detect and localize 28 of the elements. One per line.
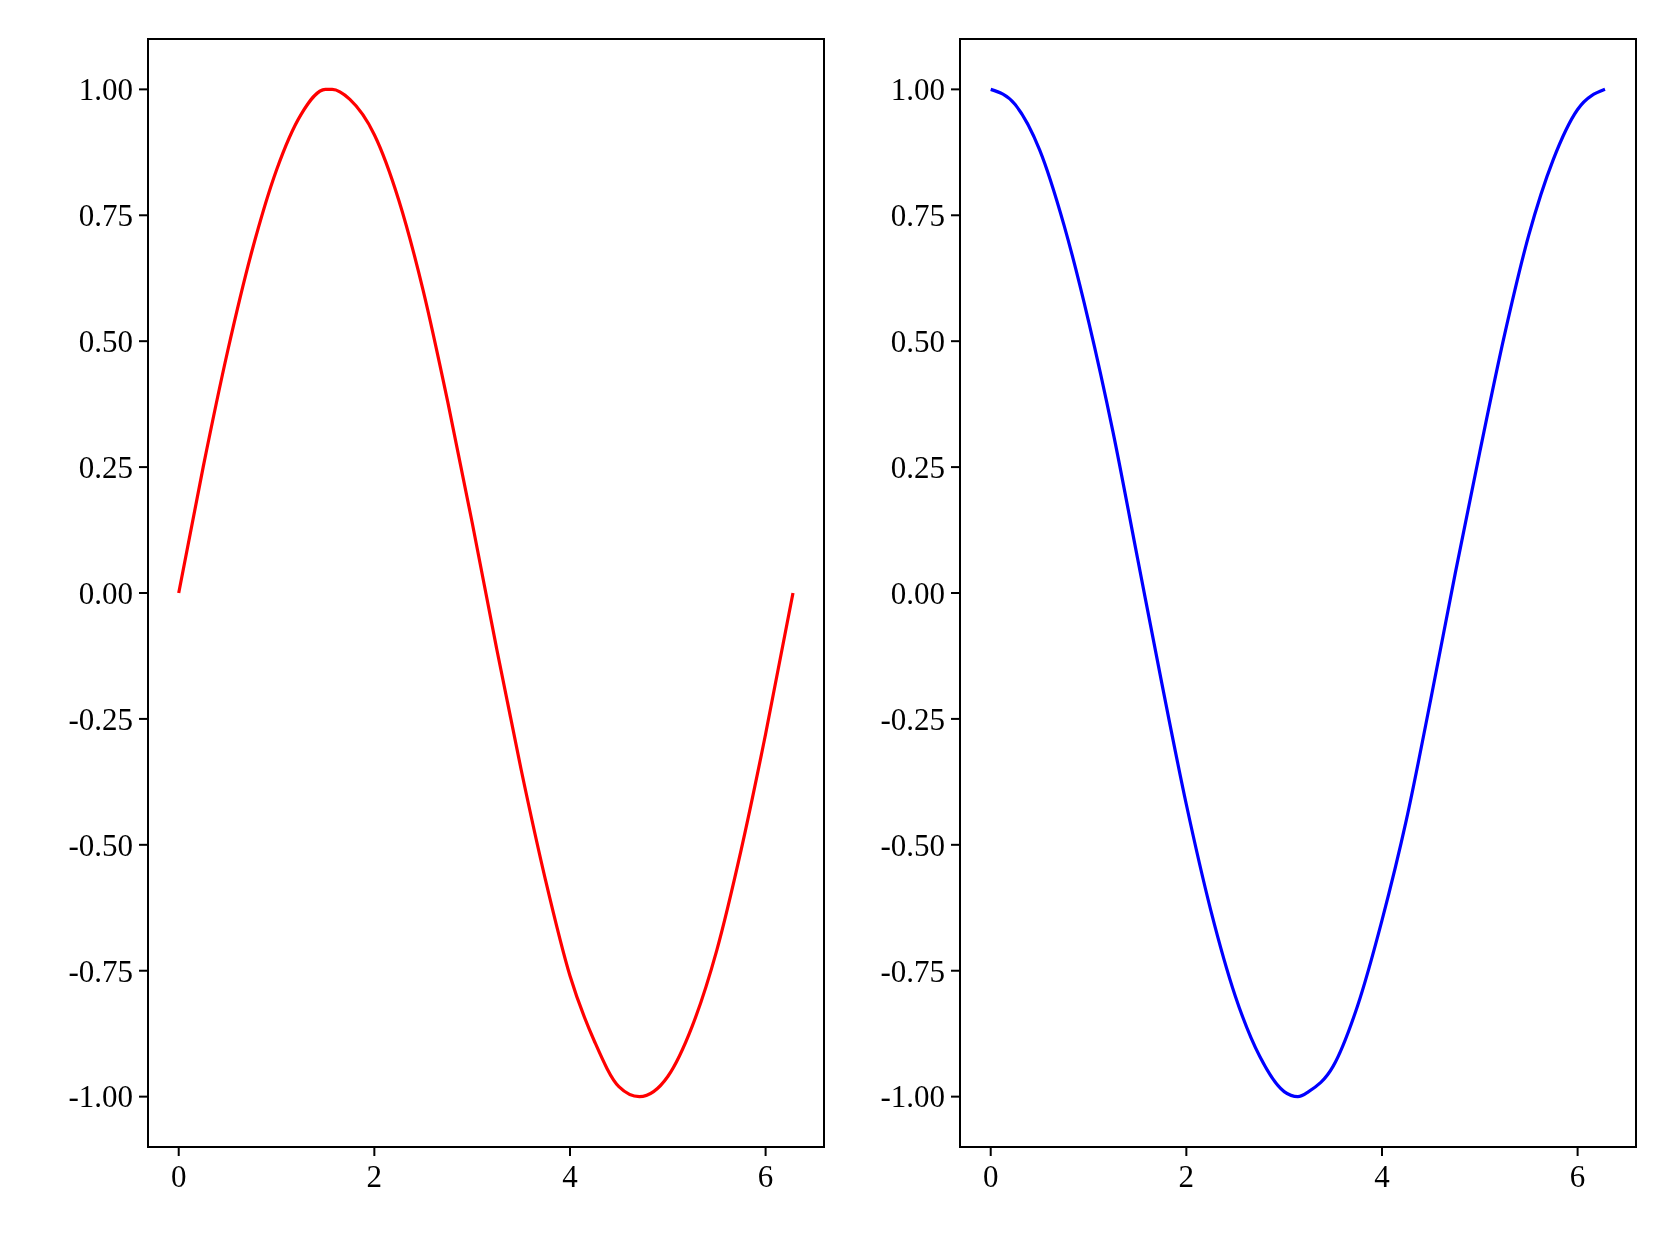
- y-tick-label: 0.25: [890, 449, 945, 485]
- y-tick-label: 0.00: [78, 575, 133, 611]
- y-tick-label: -0.75: [68, 953, 133, 989]
- x-tick-label: 6: [757, 1159, 774, 1194]
- x-tick-label: 4: [1374, 1159, 1391, 1194]
- x-tick-label: 2: [366, 1159, 383, 1194]
- y-tick-label: 0.75: [890, 198, 945, 234]
- y-tick-label: -1.00: [880, 1079, 945, 1115]
- y-tick-label: 0.00: [890, 575, 945, 611]
- y-tick-label: 0.75: [78, 198, 133, 234]
- y-tick-label: 1.00: [890, 72, 945, 108]
- x-tick-label: 0: [982, 1159, 999, 1194]
- y-tick-label: -0.50: [68, 827, 133, 863]
- line-series: [989, 87, 1607, 1099]
- x-tick-label: 2: [1178, 1159, 1195, 1194]
- y-tick-label: 0.25: [78, 449, 133, 485]
- y-tick-label: 0.50: [78, 324, 133, 360]
- line-series: [177, 87, 795, 1099]
- x-tick-label: 0: [170, 1159, 187, 1194]
- y-tick-label: -0.50: [880, 827, 945, 863]
- y-tick-label: -1.00: [68, 1079, 133, 1115]
- y-tick-label: 0.50: [890, 324, 945, 360]
- y-tick-label: 1.00: [78, 72, 133, 108]
- x-tick-label: 6: [1569, 1159, 1586, 1194]
- y-tick-label: -0.25: [880, 701, 945, 737]
- x-tick-label: 4: [562, 1159, 579, 1194]
- y-tick-label: -0.25: [68, 701, 133, 737]
- y-tick-label: -0.75: [880, 953, 945, 989]
